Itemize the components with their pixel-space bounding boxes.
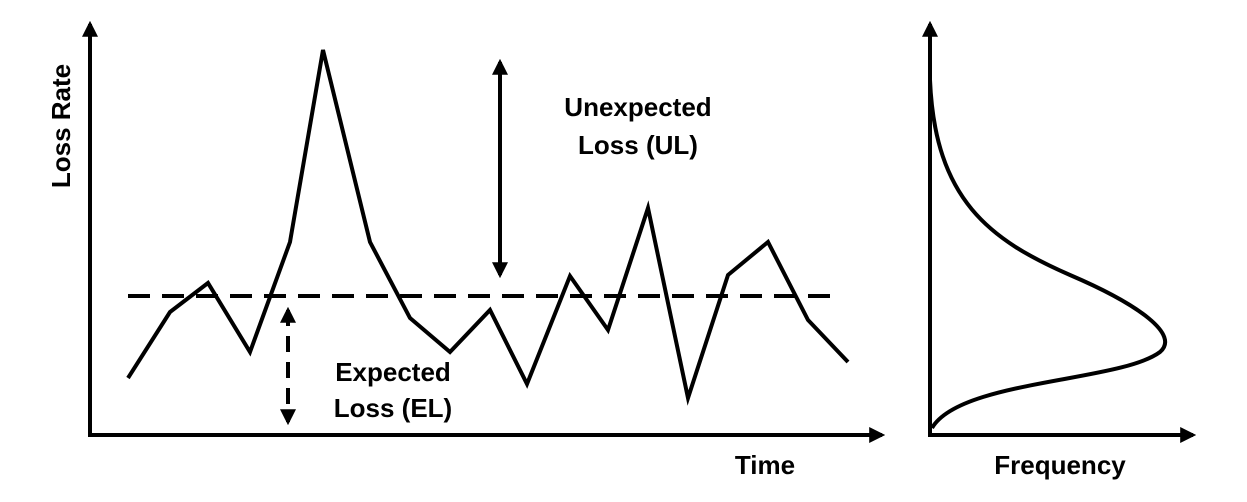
frequency-curve: [928, 79, 1168, 430]
ul-label: Loss (UL): [578, 130, 698, 160]
frequency-label: Frequency: [994, 450, 1126, 480]
y-axis-label: Loss Rate: [46, 64, 76, 188]
x-axis-label: Time: [735, 450, 795, 480]
el-label: Loss (EL): [334, 393, 452, 423]
el-label: Expected: [335, 357, 451, 387]
ul-label: Unexpected: [564, 92, 711, 122]
loss-series: [126, 49, 850, 406]
